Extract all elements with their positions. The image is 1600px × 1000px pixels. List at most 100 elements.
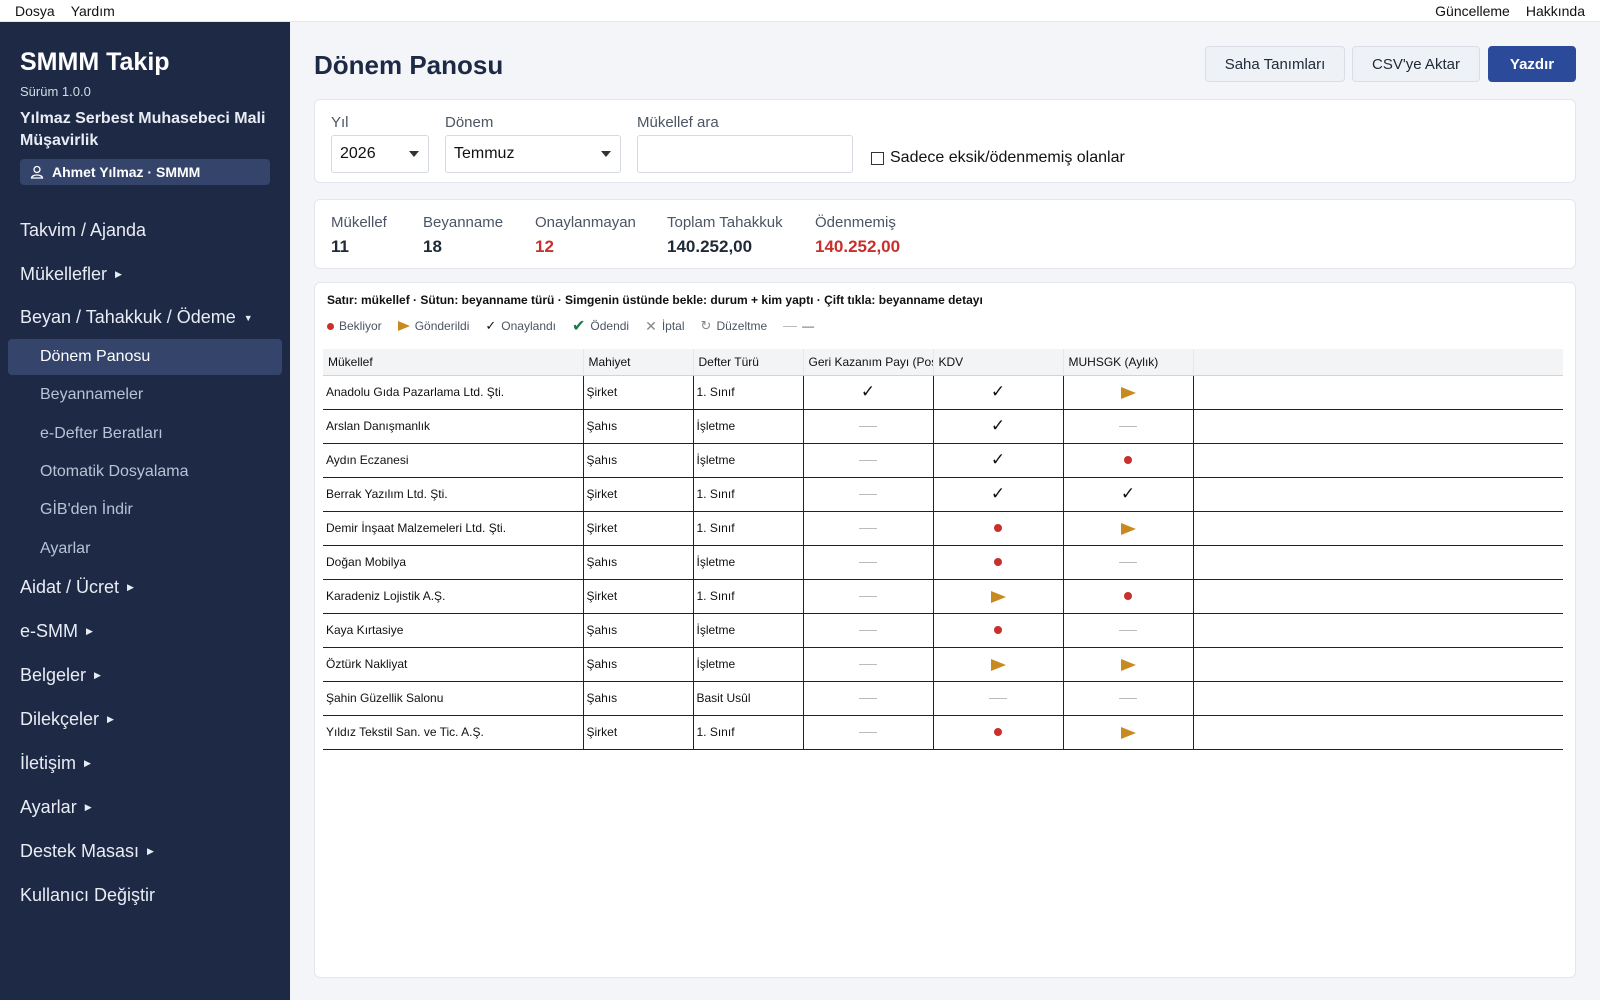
status-cell-muhsgk[interactable] [1062,647,1193,682]
status-cell-muhsgk[interactable] [1062,375,1193,410]
book-type-cell[interactable]: 1. Sınıf [692,477,803,512]
entity-type-cell[interactable]: Şahıs [582,545,693,580]
status-cell-kdv[interactable]: ✓ [932,477,1063,512]
status-cell-gkp[interactable]: ✓ [802,375,933,410]
taxpayer-name-cell[interactable]: Demir İnşaat Malzemeleri Ltd. Şti. [323,511,583,546]
status-cell-gkp[interactable] [802,715,933,750]
menu-help[interactable]: Yardım [70,3,115,19]
table-row[interactable]: Demir İnşaat Malzemeleri Ltd. Şti. Şirket… [323,511,1563,546]
table-row[interactable]: Doğan Mobilya Şahıs İşletme [323,545,1563,580]
status-cell-gkp[interactable] [802,681,933,716]
field-definitions-button[interactable]: Saha Tanımları [1205,46,1345,82]
status-cell-gkp[interactable] [802,647,933,682]
taxpayer-name-cell[interactable]: Arslan Danışmanlık [323,409,583,444]
table-row[interactable]: Kaya Kırtasiye Şahıs İşletme [323,613,1563,648]
taxpayer-name-cell[interactable]: Karadeniz Lojistik A.Ş. [323,579,583,614]
status-cell-kdv[interactable] [932,545,1063,580]
only-missing-checkbox[interactable]: Sadece eksik/ödenmemiş olanlar [871,149,1125,167]
table-row[interactable]: Anadolu Gıda Pazarlama Ltd. Şti. Şirket 1.… [323,375,1563,410]
status-cell-kdv[interactable]: ✓ [932,443,1063,478]
sidebar-sub-auto-filing[interactable]: Otomatik Dosyalama [40,463,189,480]
book-type-cell[interactable]: 1. Sınıf [692,511,803,546]
status-cell-muhsgk[interactable] [1062,681,1193,716]
table-row[interactable]: Yıldız Tekstil San. ve Tic. A.Ş. Şirket 1.… [323,715,1563,750]
taxpayer-search-input[interactable] [637,135,853,173]
status-cell-gkp[interactable] [802,477,933,512]
taxpayer-name-cell[interactable]: Öztürk Nakliyat [323,647,583,682]
entity-type-cell[interactable]: Şahıs [582,443,693,478]
user-chip[interactable]: Ahmet Yılmaz · SMMM [20,159,270,185]
table-row[interactable]: Aydın Eczanesi Şahıs İşletme ✓ [323,443,1563,478]
column-header[interactable]: Mükellef [323,349,583,376]
entity-type-cell[interactable]: Şahıs [582,613,693,648]
sidebar-item-taxpayers[interactable]: Mükellefler ▶ [20,264,122,285]
taxpayer-name-cell[interactable]: Kaya Kırtasiye [323,613,583,648]
book-type-cell[interactable]: 1. Sınıf [692,715,803,750]
book-type-cell[interactable]: İşletme [692,647,803,682]
sidebar-item-support[interactable]: Destek Masası ▶ [20,841,154,862]
table-row[interactable]: Berrak Yazılım Ltd. Şti. Şirket 1. Sınıf ✓ ✓ [323,477,1563,512]
status-cell-gkp[interactable] [802,579,933,614]
status-cell-gkp[interactable] [802,511,933,546]
sidebar-item-documents[interactable]: Belgeler ▶ [20,665,101,686]
book-type-cell[interactable]: Basit Usûl [692,681,803,716]
taxpayer-name-cell[interactable]: Şahin Güzellik Salonu [323,681,583,716]
status-cell-kdv[interactable] [932,613,1063,648]
entity-type-cell[interactable]: Şahıs [582,681,693,716]
status-cell-gkp[interactable] [802,545,933,580]
taxpayer-name-cell[interactable]: Berrak Yazılım Ltd. Şti. [323,477,583,512]
checkbox-box[interactable] [871,151,884,165]
book-type-cell[interactable]: İşletme [692,443,803,478]
entity-type-cell[interactable]: Şirket [582,715,693,750]
table-row[interactable]: Öztürk Nakliyat Şahıs İşletme [323,647,1563,682]
column-header[interactable]: KDV [932,349,1063,376]
sidebar-sub-period-board[interactable]: Dönem Panosu [40,348,151,365]
sidebar-item-switch-user[interactable]: Kullanıcı Değiştir [20,885,155,906]
sidebar-sub-settings[interactable]: Ayarlar [40,540,91,557]
status-cell-gkp[interactable] [802,443,933,478]
entity-type-cell[interactable]: Şirket [582,477,693,512]
entity-type-cell[interactable]: Şahıs [582,409,693,444]
status-cell-muhsgk[interactable] [1062,443,1193,478]
table-row[interactable]: Şahin Güzellik Salonu Şahıs Basit Usûl [323,681,1563,716]
sidebar-sub-declarations[interactable]: Beyannameler [40,386,144,403]
entity-type-cell[interactable]: Şirket [582,579,693,614]
status-cell-gkp[interactable] [802,613,933,648]
column-header[interactable]: MUHSGK (Aylık) [1062,349,1193,376]
sidebar-item-settings[interactable]: Ayarlar ▶ [20,797,92,818]
taxpayer-name-cell[interactable]: Doğan Mobilya [323,545,583,580]
status-cell-kdv[interactable] [932,579,1063,614]
sidebar-item-petitions[interactable]: Dilekçeler ▶ [20,709,114,730]
entity-type-cell[interactable]: Şirket [582,511,693,546]
status-cell-muhsgk[interactable] [1062,715,1193,750]
entity-type-cell[interactable]: Şirket [582,375,693,410]
sidebar-item-declarations[interactable]: Beyan / Tahakkuk / Ödeme ▼ [20,307,253,328]
period-select[interactable]: Temmuz [445,135,621,173]
status-cell-muhsgk[interactable] [1062,613,1193,648]
year-select[interactable]: 2026 [331,135,429,173]
sidebar-sub-edefter[interactable]: e-Defter Beratları [40,425,163,442]
status-cell-kdv[interactable]: ✓ [932,375,1063,410]
csv-export-button[interactable]: CSV'ye Aktar [1352,46,1480,82]
menu-file[interactable]: Dosya [15,3,55,19]
column-header[interactable]: Defter Türü [692,349,803,376]
status-cell-gkp[interactable] [802,409,933,444]
status-cell-muhsgk[interactable] [1062,409,1193,444]
sidebar-item-esmm[interactable]: e-SMM ▶ [20,621,93,642]
sidebar-item-calendar[interactable]: Takvim / Ajanda [20,220,146,241]
status-cell-muhsgk[interactable]: ✓ [1062,477,1193,512]
book-type-cell[interactable]: 1. Sınıf [692,579,803,614]
print-button[interactable]: Yazdır [1488,46,1576,82]
book-type-cell[interactable]: İşletme [692,545,803,580]
book-type-cell[interactable]: 1. Sınıf [692,375,803,410]
status-cell-kdv[interactable] [932,511,1063,546]
status-cell-muhsgk[interactable] [1062,511,1193,546]
column-header[interactable]: Mahiyet [582,349,693,376]
book-type-cell[interactable]: İşletme [692,613,803,648]
book-type-cell[interactable]: İşletme [692,409,803,444]
status-cell-kdv[interactable] [932,647,1063,682]
taxpayer-name-cell[interactable]: Anadolu Gıda Pazarlama Ltd. Şti. [323,375,583,410]
taxpayer-name-cell[interactable]: Yıldız Tekstil San. ve Tic. A.Ş. [323,715,583,750]
sidebar-sub-gib-download[interactable]: GİB'den İndir [40,501,133,518]
column-header[interactable]: Geri Kazanım Payı (Poş [802,349,933,376]
